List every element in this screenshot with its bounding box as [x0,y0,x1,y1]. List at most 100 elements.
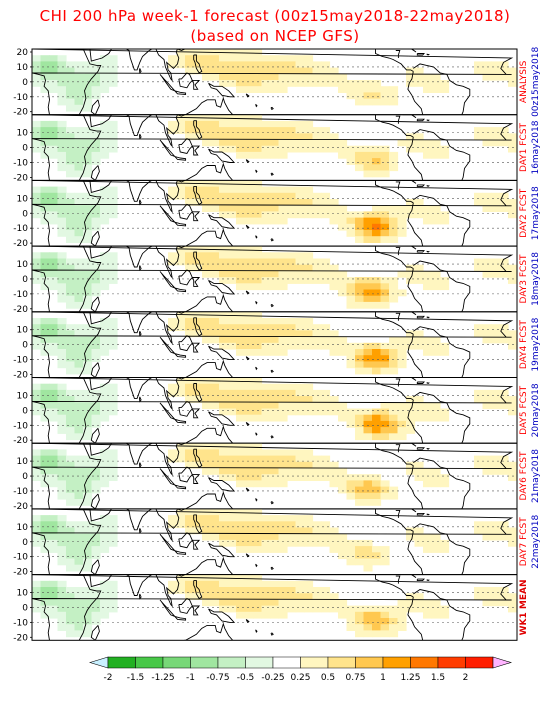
y-tick-label: -20 [13,371,28,381]
colorbar-label: 0.75 [345,673,365,683]
colorbar-label: -0.25 [261,673,284,683]
colorbar-box [162,656,191,669]
y-tick-label: 20 [17,48,29,58]
forecast-panel-wk1-mean: 10 0 -10 -20 WK1 MEAN [13,574,529,643]
colorbar-label: 1.5 [431,673,445,683]
y-tick-label: 0 [22,144,28,154]
y-tick-label: -20 [13,173,28,183]
colorbar-label: 2 [463,673,469,683]
y-tick-label: -10 [13,421,28,431]
y-tick-label: -20 [13,633,28,643]
y-tick-label: 10 [17,391,29,401]
colorbar-label: -0.5 [237,673,255,683]
colorbar-box [135,656,164,669]
y-tick-label: -20 [13,502,28,512]
y-tick-label: 0 [22,209,28,219]
panel-date: 17may2018 [531,186,541,240]
y-tick-label: -20 [13,436,28,446]
colorbar-label: 1.25 [400,673,420,683]
panel-date: 19may2018 [531,317,541,371]
colorbar-box [382,656,411,669]
forecast-panel-day4: 10 0 -10 -20 DAY4 FCST 19may2018 [13,311,541,381]
y-tick-label: 0 [22,275,28,285]
panel-date: 18may2018 [531,252,541,306]
y-tick-label: 0 [22,538,28,548]
coastlines [32,377,514,444]
colorbar-box [300,656,329,669]
y-tick-label: -10 [13,553,28,563]
panel-label: DAY3 FCST [519,254,529,303]
forecast-panel-day6: 10 0 -10 -20 DAY6 FCST 21may2018 [13,442,541,512]
y-tick-label: 10 [17,589,29,599]
colorbar-box [272,656,301,669]
coastlines [32,246,514,312]
y-tick-label: -20 [13,108,28,118]
y-tick-label: -10 [13,158,28,168]
y-tick-label: -10 [13,618,28,628]
forecast-panel-day7: 10 0 -10 -20 DAY7 FCST 22may2018 [13,508,541,578]
panel-date: 22may2018 [531,514,541,568]
coastlines [32,180,514,247]
y-tick-label: 10 [17,457,29,467]
panel-label: DAY4 FCST [519,320,529,369]
colorbar-box [355,656,384,669]
y-tick-label: 10 [17,63,29,73]
contour-field [32,114,517,178]
panel-label: DAY6 FCST [519,451,529,500]
panel-date: 21may2018 [531,449,541,503]
colorbar-label: -0.75 [206,673,229,683]
forecast-panel-analysis: 20 10 0 -10 -20 ANALYSIS 00z15may2018 [13,47,541,118]
colorbar-label: -1 [186,673,195,683]
y-tick-label: 10 [17,326,29,336]
y-tick-label: -20 [13,305,28,315]
coastlines [32,311,514,378]
y-tick-label: 10 [17,194,29,204]
panel-label: DAY1 FCST [519,123,529,172]
coastlines [32,443,514,509]
forecast-panel-day2: 10 0 -10 -20 DAY2 FCST 17may2018 [13,179,541,249]
coastlines [32,508,514,575]
colorbar-label: -1.25 [151,673,174,683]
y-tick-label: 0 [22,603,28,613]
contour-field [32,180,517,243]
colorbar-box [327,656,356,669]
y-tick-label: 10 [17,523,29,533]
forecast-panel-day5: 10 0 -10 -20 DAY5 FCST 20may2018 [13,377,541,446]
y-tick-label: 10 [17,129,29,139]
coastlines [32,574,514,641]
colorbar-box [410,656,439,669]
coastlines [32,49,514,115]
colorbar-box [437,656,466,669]
y-tick-label: 0 [22,406,28,416]
y-tick-label: 0 [22,341,28,351]
y-tick-label: 0 [22,472,28,482]
panel-date: 16may2018 [531,120,541,174]
y-tick-label: 10 [17,260,29,270]
colorbar-box [245,656,274,669]
y-tick-label: -10 [13,290,28,300]
contour-field [32,49,517,112]
colorbar-label: 1 [380,673,386,683]
y-tick-label: -10 [13,93,28,103]
panel-date: 20may2018 [531,383,541,437]
panel-date: 00z15may2018 [531,47,541,117]
panel-label: DAY5 FCST [519,385,529,434]
colorbar-label: -1.5 [127,673,145,683]
colorbar-box [465,656,494,669]
y-tick-label: -10 [13,356,28,366]
panel-label: DAY2 FCST [519,188,529,237]
y-tick-label: -20 [13,568,28,578]
colorbar-box [217,656,246,669]
y-tick-label: -10 [13,487,28,497]
panel-label: ANALYSIS [519,60,529,103]
colorbar-label: -2 [104,673,113,683]
title-line-2: (based on NCEP GFS) [190,27,360,45]
y-tick-label: -10 [13,224,28,234]
y-tick-label: -20 [13,239,28,249]
colorbar-label: 0.5 [321,673,335,683]
forecast-panel-day1: 10 0 -10 -20 DAY1 FCST 16may2018 [13,114,541,183]
coastlines [32,114,514,181]
contour-field [32,246,517,309]
colorbar-box [107,656,136,669]
